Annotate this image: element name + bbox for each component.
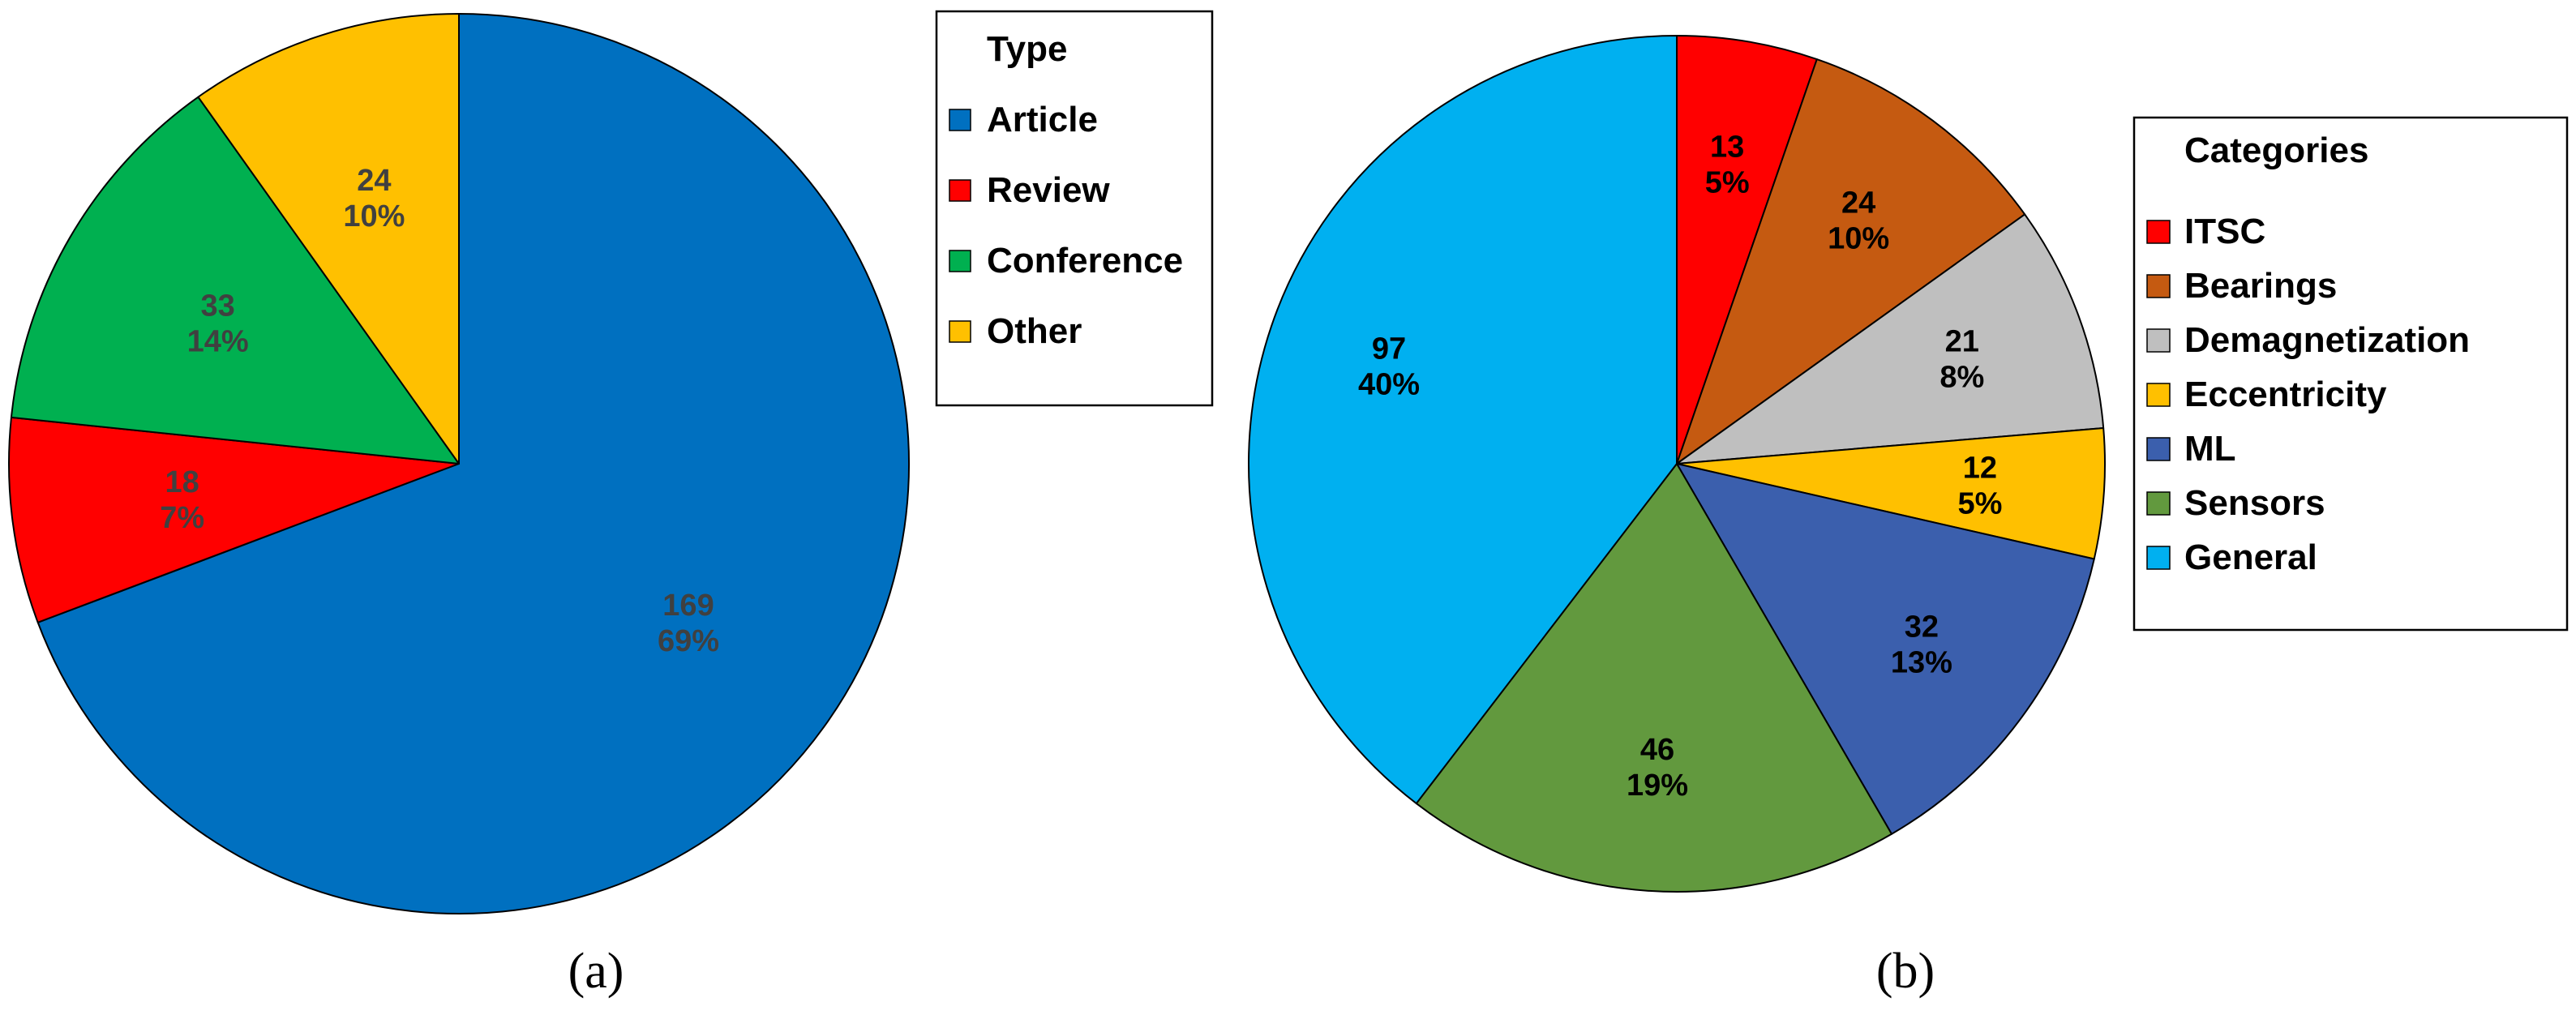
- data-label-value-sensors: 46: [1640, 733, 1674, 767]
- legend-entry-itsc: ITSC: [2184, 212, 2265, 251]
- pie-slice-other: [197, 13, 460, 465]
- data-label-percent-review: 7%: [160, 501, 204, 535]
- legend-swatch-review: [949, 179, 971, 202]
- data-label-percent-general: 40%: [1358, 368, 1420, 402]
- legend-swatch-article: [949, 109, 971, 131]
- legend-entry-conference: Conference: [987, 241, 1183, 281]
- legend-swatch-bearings: [2146, 274, 2171, 298]
- legend-b: Categories ITSC Bearings Demagnetization Ecc…: [2132, 116, 2569, 632]
- pie-slice-bearings: [1676, 58, 2026, 465]
- pie-slice-eccentricity: [1676, 427, 2106, 560]
- legend-entry-review: Review: [987, 170, 1110, 210]
- data-label-percent-sensors: 19%: [1627, 769, 1688, 803]
- data-label-value-article: 169: [662, 589, 714, 623]
- data-label-value-itsc: 13: [1710, 130, 1744, 164]
- data-label-value-demagnetization: 21: [1945, 325, 1979, 359]
- data-label-percent-itsc: 5%: [1705, 165, 1750, 199]
- legend-entry-bearings: Bearings: [2184, 266, 2337, 306]
- pie-slice-general: [1248, 35, 1678, 805]
- legend-entry-general: General: [2184, 537, 2317, 577]
- data-label-value-review: 18: [165, 465, 199, 499]
- legend-title: Categories: [2184, 131, 2368, 170]
- legend-title: Type: [987, 29, 1067, 69]
- data-label-percent-eccentricity: 5%: [1957, 486, 2002, 520]
- legend-swatch-ml: [2146, 437, 2171, 461]
- pie-slice-sensors: [1415, 463, 1892, 893]
- data-label-value-general: 97: [1372, 332, 1406, 366]
- legend-box: [935, 10, 1214, 407]
- legend-entry-ml: ML: [2184, 429, 2236, 469]
- data-label-percent-ml: 13%: [1891, 645, 1952, 679]
- legend-swatch-general: [2146, 546, 2171, 570]
- pie-slice-review: [8, 416, 460, 623]
- data-label-value-conference: 33: [201, 289, 235, 323]
- legend-swatch-itsc: [2146, 220, 2171, 244]
- data-label-percent-article: 69%: [658, 624, 719, 658]
- legend-swatch-conference: [949, 250, 971, 272]
- data-label-percent-demagnetization: 8%: [1940, 361, 1984, 395]
- pie-slice-itsc: [1676, 35, 1818, 465]
- data-label-value-other: 24: [357, 164, 391, 198]
- legend-swatch-sensors: [2146, 491, 2171, 516]
- data-label-value-eccentricity: 12: [1963, 451, 1997, 485]
- legend-box: [2132, 116, 2569, 632]
- pie-slice-conference: [10, 96, 460, 465]
- legend-entry-eccentricity: Eccentricity: [2184, 375, 2387, 414]
- legend-swatch-eccentricity: [2146, 383, 2171, 407]
- legend-a: Type Article Review Conference Other: [935, 10, 1214, 407]
- panel-label-b: (b): [1876, 944, 1935, 999]
- pie-slice-demagnetization: [1676, 213, 2105, 465]
- legend-entry-other: Other: [987, 311, 1082, 351]
- data-label-percent-bearings: 10%: [1828, 222, 1889, 256]
- data-label-percent-conference: 14%: [187, 325, 249, 359]
- data-label-value-ml: 32: [1905, 610, 1939, 644]
- pie-slice-ml: [1676, 463, 2095, 835]
- panel-label-a: (a): [568, 944, 624, 999]
- legend-entry-sensors: Sensors: [2184, 483, 2325, 523]
- legend-swatch-other: [949, 320, 971, 343]
- data-label-percent-other: 10%: [343, 199, 405, 233]
- data-label-value-bearings: 24: [1841, 186, 1875, 221]
- legend-entry-demagnetization: Demagnetization: [2184, 320, 2470, 360]
- pie-slice-article: [36, 13, 910, 914]
- legend-entry-article: Article: [987, 100, 1098, 139]
- legend-swatch-demagnetization: [2146, 328, 2171, 353]
